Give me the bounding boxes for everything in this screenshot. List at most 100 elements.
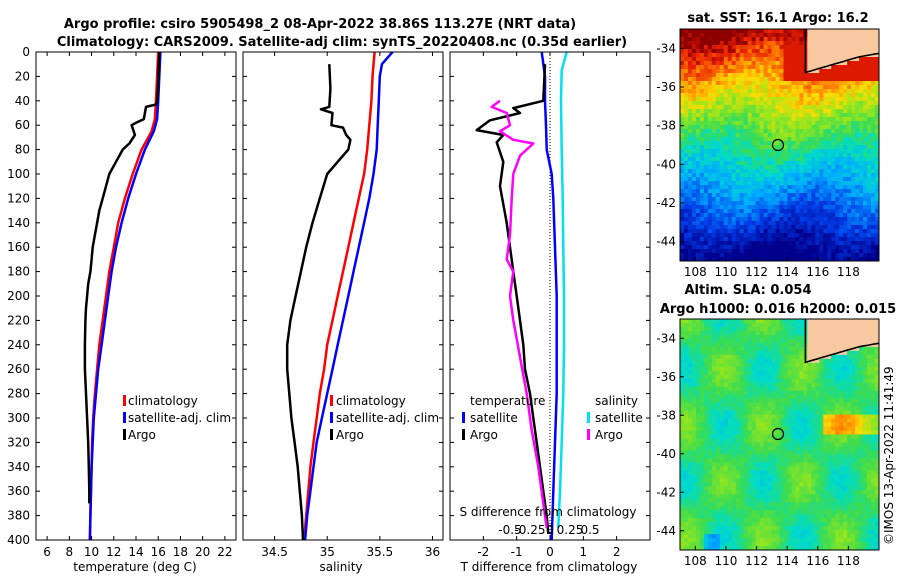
- map-cell: [803, 85, 808, 90]
- map-cell: [799, 446, 804, 451]
- map-cell: [736, 225, 741, 230]
- map-cell: [688, 253, 693, 258]
- map-cell: [815, 197, 820, 202]
- map-cell: [811, 213, 816, 218]
- map-cell: [791, 241, 796, 246]
- map-cell: [787, 101, 792, 106]
- map-cell: [839, 335, 844, 340]
- map-cell: [692, 197, 697, 202]
- map-cell: [712, 458, 717, 463]
- map-cell: [772, 93, 777, 98]
- map-cell: [740, 387, 745, 392]
- map-cell: [712, 149, 717, 154]
- map-cell: [851, 249, 856, 254]
- map-cell: [787, 387, 792, 392]
- map-cell: [783, 395, 788, 400]
- map-cell: [823, 371, 828, 376]
- map-cell: [823, 181, 828, 186]
- map-cell: [728, 97, 733, 102]
- map-cell: [756, 29, 761, 34]
- map-cell: [720, 141, 725, 146]
- map-cell: [776, 77, 781, 82]
- map-cell: [819, 359, 824, 364]
- map-cell: [744, 339, 749, 344]
- map-cell: [712, 225, 717, 230]
- map-cell: [843, 423, 848, 428]
- map-cell: [708, 438, 713, 443]
- map-cell: [696, 73, 701, 78]
- map-cell: [863, 149, 868, 154]
- map-cell: [712, 125, 717, 130]
- map-cell: [704, 197, 709, 202]
- map-cell: [720, 137, 725, 142]
- map-cell: [847, 431, 852, 436]
- map-cell: [803, 213, 808, 218]
- map-cell: [776, 371, 781, 376]
- x-tick-label: 12: [106, 545, 121, 559]
- map-cell: [732, 145, 737, 150]
- map-cell: [851, 391, 856, 396]
- map-cell: [807, 105, 812, 110]
- map-cell: [736, 77, 741, 82]
- map-cell: [700, 133, 705, 138]
- map-cell: [764, 395, 769, 400]
- map-cell: [823, 189, 828, 194]
- map-cell: [684, 61, 689, 66]
- map-cell: [815, 121, 820, 126]
- map-cell: [692, 379, 697, 384]
- map-cell: [811, 233, 816, 238]
- map-cell: [811, 249, 816, 254]
- map-cell: [859, 411, 864, 416]
- map-cell: [716, 229, 721, 234]
- map-cell: [851, 423, 856, 428]
- map-cell: [712, 323, 717, 328]
- map-cell: [847, 442, 852, 447]
- map-cell: [780, 153, 785, 158]
- map-cell: [744, 137, 749, 142]
- legend-label-climatology: climatology: [128, 394, 198, 408]
- map-cell: [696, 37, 701, 42]
- map-cell: [728, 363, 733, 368]
- map-cell: [732, 105, 737, 110]
- map-cell: [811, 181, 816, 186]
- map-cell: [871, 403, 876, 408]
- map-cell: [827, 213, 832, 218]
- map-cell: [688, 387, 693, 392]
- map-cell: [871, 129, 876, 134]
- map-cell: [732, 395, 737, 400]
- map-cell: [855, 399, 860, 404]
- map-cell: [783, 419, 788, 424]
- map-cell: [851, 141, 856, 146]
- map-cell: [700, 149, 705, 154]
- map-cell: [827, 209, 832, 214]
- map-cell: [760, 343, 765, 348]
- map-cell: [696, 49, 701, 54]
- map-cell: [851, 427, 856, 432]
- map-cell: [863, 49, 868, 54]
- map-cell: [855, 121, 860, 126]
- map-cell: [724, 253, 729, 258]
- map-cell: [688, 69, 693, 74]
- map-cell: [752, 217, 757, 222]
- map-cell: [760, 442, 765, 447]
- map-cell: [688, 37, 693, 42]
- map-cell: [680, 391, 685, 396]
- map-cell: [716, 237, 721, 242]
- map-cell: [752, 355, 757, 360]
- map-cell: [736, 73, 741, 78]
- map-cell: [819, 339, 824, 344]
- map-cell: [851, 442, 856, 447]
- map-cell: [803, 391, 808, 396]
- map-cell: [692, 221, 697, 226]
- map-cell: [708, 61, 713, 66]
- temperature-axes-box: [36, 52, 236, 540]
- map-cell: [783, 49, 788, 54]
- map-cell: [772, 442, 777, 447]
- map-cell: [827, 343, 832, 348]
- map-cell: [712, 121, 717, 126]
- map-cell: [732, 319, 737, 324]
- map-cell: [783, 423, 788, 428]
- map-cell: [871, 213, 876, 218]
- map-cell: [680, 73, 685, 78]
- map-cell: [724, 77, 729, 82]
